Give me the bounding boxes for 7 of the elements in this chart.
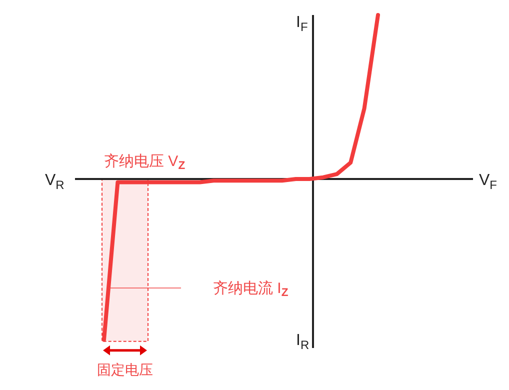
text: V$_{F}$ (479, 172, 498, 192)
annotation: I$_{R}$ (296, 332, 310, 352)
text: V$_{R}$ (45, 172, 65, 192)
annotation: I$_{F}$ (296, 14, 308, 34)
band-label: 固定电压 (97, 361, 153, 378)
annotation: 齐纳电流 I$_{Z}$ (213, 280, 288, 300)
annotation: 齐纳电压 V$_{Z}$ (104, 153, 186, 172)
